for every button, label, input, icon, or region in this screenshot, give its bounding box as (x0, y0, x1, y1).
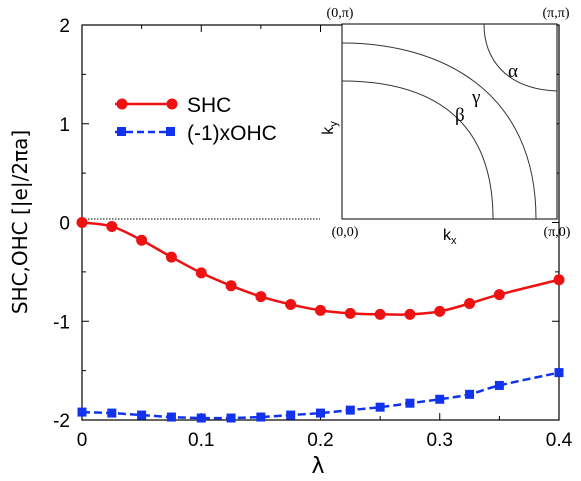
data-point-1 (316, 408, 325, 418)
data-point-0 (285, 298, 297, 310)
y-tick-label: 0 (59, 214, 70, 235)
y-tick-label: 1 (59, 115, 70, 136)
series-layer (76, 217, 565, 423)
data-point-1 (107, 408, 117, 418)
data-point-0 (255, 291, 267, 303)
data-point-0 (106, 220, 118, 232)
legend-marker-ohc (166, 127, 175, 136)
inset-frame (341, 23, 558, 220)
inset-corner-bottom-right: (π,0) (544, 225, 571, 240)
data-point-0 (315, 304, 326, 316)
y-tick-label: 2 (59, 16, 70, 37)
series-line-1 (81, 371, 560, 420)
data-point-1 (375, 402, 385, 412)
data-point-1 (465, 389, 475, 399)
data-point-1 (435, 394, 445, 404)
inset: (0,π) (π,π) (0,0) (π,0) α β γ kx ky (320, 6, 571, 247)
x-tick-label: 0.1 (188, 430, 214, 451)
data-point-1 (226, 413, 236, 423)
legend-label-shc: SHC (187, 94, 231, 117)
data-point-0 (195, 267, 207, 279)
x-axis-title: λ (311, 454, 324, 479)
data-point-1 (196, 413, 206, 423)
x-tick-label: 0.3 (427, 430, 453, 451)
fermi-surface-beta (341, 80, 494, 220)
y-tick-label: -2 (53, 411, 70, 432)
y-tick-label: -1 (53, 312, 70, 333)
data-point-0 (225, 280, 237, 292)
x-axis: 0 0.1 0.2 0.3 0.4 (77, 25, 573, 451)
data-point-1 (137, 410, 147, 420)
band-label-gamma: γ (471, 87, 480, 108)
inset-x-label: kx (443, 227, 457, 247)
band-label-beta: β (455, 105, 465, 126)
legend-marker-shc (166, 98, 178, 110)
data-point-0 (464, 297, 476, 309)
data-point-0 (165, 251, 177, 263)
inset-corner-bottom-left: (0,0) (332, 225, 359, 240)
data-point-1 (494, 380, 504, 390)
fermi-surface-alpha (483, 23, 558, 92)
x-tick-label: 0.4 (546, 430, 573, 451)
data-point-1 (77, 407, 87, 417)
series-line-0 (81, 221, 560, 316)
inset-y-label: ky (320, 121, 340, 135)
data-point-1 (405, 398, 415, 408)
data-point-0 (553, 274, 565, 286)
legend-label-ohc: (-1)xOHC (187, 122, 277, 145)
data-point-0 (493, 289, 505, 301)
inset-corner-top-right: (π,π) (543, 6, 570, 21)
data-point-1 (554, 368, 564, 378)
legend-marker-ohc (117, 127, 126, 136)
band-label-alpha: α (508, 61, 518, 82)
data-point-0 (374, 308, 386, 320)
legend-marker-shc (116, 98, 128, 110)
x-tick-label: 0.2 (307, 430, 333, 451)
data-point-0 (434, 305, 446, 317)
data-point-0 (76, 217, 88, 228)
fermi-surface-gamma (341, 42, 537, 220)
data-point-1 (345, 405, 355, 415)
data-point-0 (344, 307, 356, 319)
legend: SHC (-1)xOHC (115, 94, 277, 145)
data-point-1 (286, 410, 296, 420)
data-point-0 (136, 234, 148, 246)
y-axis-title: SHC,OHC [|e|/2πa] (8, 130, 32, 314)
data-point-0 (404, 308, 416, 320)
x-tick-label: 0 (77, 430, 88, 451)
data-point-1 (166, 412, 176, 422)
data-point-1 (256, 412, 266, 422)
y-axis: 2 1 0 -1 -2 (53, 16, 559, 432)
inset-corner-top-left: (0,π) (327, 6, 354, 21)
